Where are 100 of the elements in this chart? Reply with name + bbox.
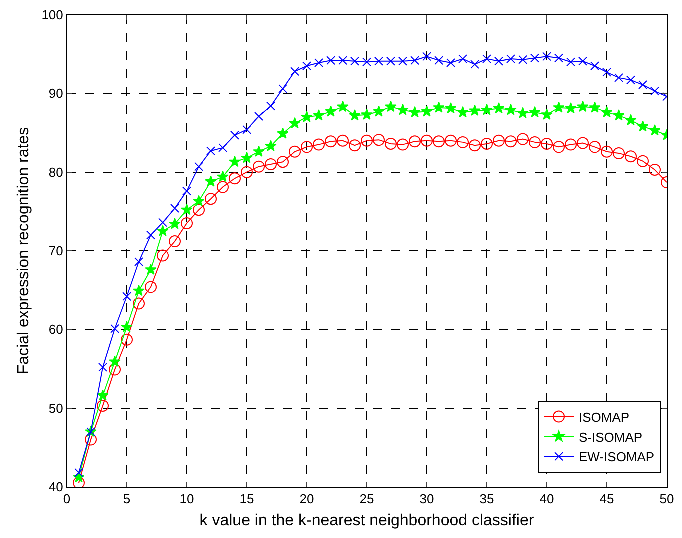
point [349,110,361,121]
point [241,166,253,178]
point [109,356,121,367]
point [470,60,480,70]
point [614,73,624,82]
point [242,125,252,134]
legend-label: EW-ISOMAP [579,450,655,465]
point [589,102,601,113]
point [625,150,637,163]
point [302,62,312,71]
point [385,100,397,112]
point [205,176,217,187]
point [373,106,385,117]
y-tick-label: 100 [42,8,64,23]
point [409,136,421,148]
point [277,156,289,168]
x-tick-label: 10 [180,492,194,507]
point [229,172,241,185]
point [421,134,433,147]
point [349,140,361,152]
x-tick-label: 30 [420,492,434,507]
y-tick-label: 70 [48,244,64,259]
x-tick-label: 20 [300,492,314,507]
point [494,56,504,66]
point [469,104,481,116]
point [337,134,349,147]
point [361,108,373,120]
point [217,181,229,194]
point [482,54,492,64]
point [446,58,456,68]
point [566,58,576,67]
point [85,434,97,446]
x-tick-label: 50 [660,492,674,507]
point [289,117,301,129]
point [469,140,481,152]
point [301,111,313,122]
point [541,108,553,120]
point [254,112,264,121]
point [577,100,589,112]
point [374,56,384,66]
point [637,155,649,168]
point [169,236,181,248]
legend-label: S-ISOMAP [579,430,643,445]
point [457,136,469,148]
point [529,106,541,118]
y-tick-label: 60 [48,322,64,338]
point [433,102,445,113]
point [217,170,229,182]
point [553,141,565,154]
point [506,54,516,64]
point [218,143,228,152]
point [410,56,420,66]
point [266,102,276,111]
point [433,136,445,148]
point [554,54,564,63]
point [541,138,553,150]
point [157,225,169,236]
point [289,146,301,158]
x-tick-label: 0 [63,492,71,507]
point [458,54,468,64]
point [626,76,636,85]
point [134,258,144,267]
point [158,218,168,228]
point [97,400,109,412]
y-tick-label: 90 [48,86,64,102]
point [601,106,613,118]
point [74,468,84,478]
point [481,104,493,116]
point [181,204,193,216]
y-tick-label: 40 [48,480,64,495]
x-tick-label: 35 [480,492,494,507]
point [649,164,661,176]
point [613,147,625,160]
x-tick-label: 45 [600,492,614,507]
point [277,128,289,139]
point [265,158,277,170]
point [253,146,265,157]
point [565,102,577,114]
point [98,362,108,372]
point [325,106,337,117]
point [577,137,589,150]
point [362,58,372,67]
x-tick-label: 40 [540,492,554,507]
point [193,195,205,206]
point [530,54,540,63]
point [650,86,660,96]
point [182,186,192,196]
point [193,204,205,216]
point [121,321,133,332]
point [325,136,337,148]
point [398,56,408,66]
point [278,84,288,94]
point [457,106,469,118]
point [553,102,565,113]
point [397,138,409,151]
point [518,55,528,64]
point [97,390,109,401]
point [301,141,313,154]
point [314,58,324,68]
point [229,156,241,168]
